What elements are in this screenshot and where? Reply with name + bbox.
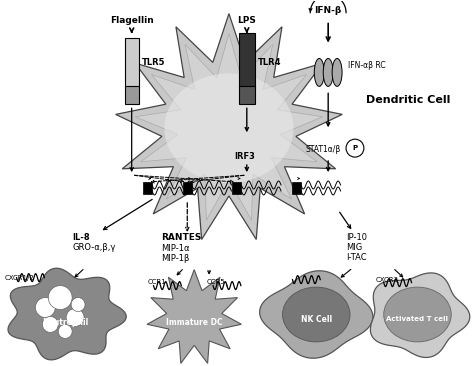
Ellipse shape (164, 74, 293, 183)
Text: IRF3: IRF3 (234, 152, 255, 161)
Ellipse shape (314, 59, 324, 86)
Circle shape (66, 309, 84, 326)
Text: CCR1: CCR1 (147, 279, 166, 285)
Polygon shape (147, 270, 241, 363)
Polygon shape (8, 268, 126, 360)
Bar (183, 182, 191, 194)
Circle shape (36, 298, 55, 317)
Bar (125, 38, 138, 87)
Text: Neutrophil: Neutrophil (42, 318, 88, 327)
Text: TLR4: TLR4 (258, 58, 281, 67)
Ellipse shape (323, 59, 333, 86)
Bar (239, 86, 255, 104)
Text: P: P (352, 145, 357, 151)
Text: MIP-1β: MIP-1β (162, 254, 190, 263)
Text: TLR5: TLR5 (142, 58, 165, 67)
Polygon shape (260, 271, 373, 358)
Circle shape (71, 298, 85, 311)
Bar (239, 33, 255, 88)
Text: RANTES: RANTES (162, 233, 202, 242)
Text: IFN-β: IFN-β (315, 6, 342, 15)
Circle shape (58, 325, 72, 339)
Text: IP-10: IP-10 (346, 233, 367, 242)
Text: IFN-αβ RC: IFN-αβ RC (348, 61, 386, 70)
Text: Immature DC: Immature DC (166, 318, 222, 327)
Bar (292, 182, 301, 194)
Circle shape (42, 317, 58, 332)
Ellipse shape (332, 59, 342, 86)
Text: CXCR1/2: CXCR1/2 (5, 274, 35, 281)
Text: IL-8: IL-8 (72, 233, 90, 242)
Text: GRO-α,β,γ: GRO-α,β,γ (72, 243, 116, 252)
Bar (125, 86, 138, 104)
Text: I-TAC: I-TAC (346, 253, 367, 262)
Ellipse shape (283, 287, 350, 342)
Text: MIP-1α: MIP-1α (162, 244, 190, 253)
Text: CCR5: CCR5 (207, 279, 226, 285)
Bar (232, 182, 241, 194)
Text: NK Cell: NK Cell (301, 315, 332, 324)
Polygon shape (370, 273, 470, 358)
Circle shape (346, 139, 364, 157)
Text: STAT1α/β: STAT1α/β (306, 145, 341, 154)
Polygon shape (136, 34, 322, 220)
Text: Flagellin: Flagellin (110, 16, 154, 25)
Text: CXCR3: CXCR3 (376, 277, 399, 283)
Polygon shape (116, 14, 342, 239)
Circle shape (48, 285, 72, 310)
Text: LPS: LPS (237, 16, 256, 25)
Text: Dendritic Cell: Dendritic Cell (366, 95, 450, 105)
Text: MIG: MIG (346, 243, 362, 252)
Bar (143, 182, 152, 194)
Text: Activated T cell: Activated T cell (386, 317, 448, 322)
Ellipse shape (384, 287, 451, 342)
